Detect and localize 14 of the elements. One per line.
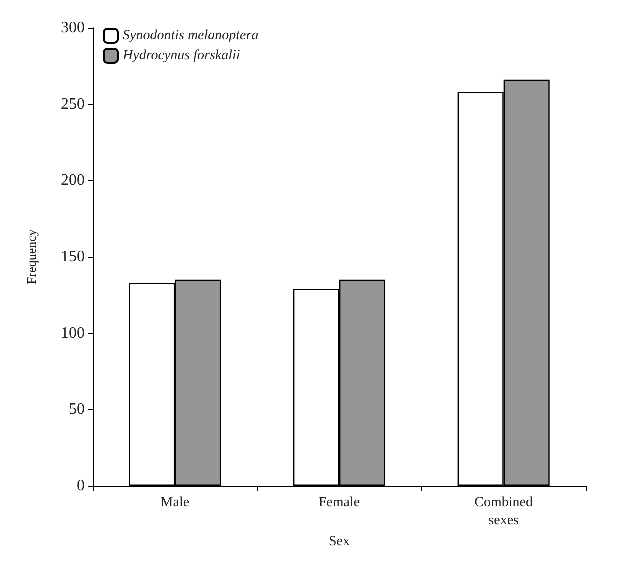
legend-label: Synodontis melanoptera: [123, 28, 259, 44]
x-tick-label: Combined sexes: [474, 496, 534, 528]
y-axis-title: Frequency: [24, 229, 39, 284]
y-tick-label: 50: [69, 401, 85, 418]
y-tick-label: 150: [61, 248, 85, 266]
y-tick-label: 250: [61, 96, 85, 113]
x-tick-label: Female: [318, 496, 360, 510]
x-tick-label: Male: [160, 496, 190, 510]
y-tick-label: 0: [77, 478, 85, 494]
x-axis-title: Sex: [329, 534, 350, 550]
y-tick-label: 300: [61, 20, 85, 36]
legend-label: Hydrocynus forskalii: [122, 48, 240, 64]
y-tick-label: 100: [61, 324, 85, 342]
y-tick-label: 200: [61, 172, 85, 190]
